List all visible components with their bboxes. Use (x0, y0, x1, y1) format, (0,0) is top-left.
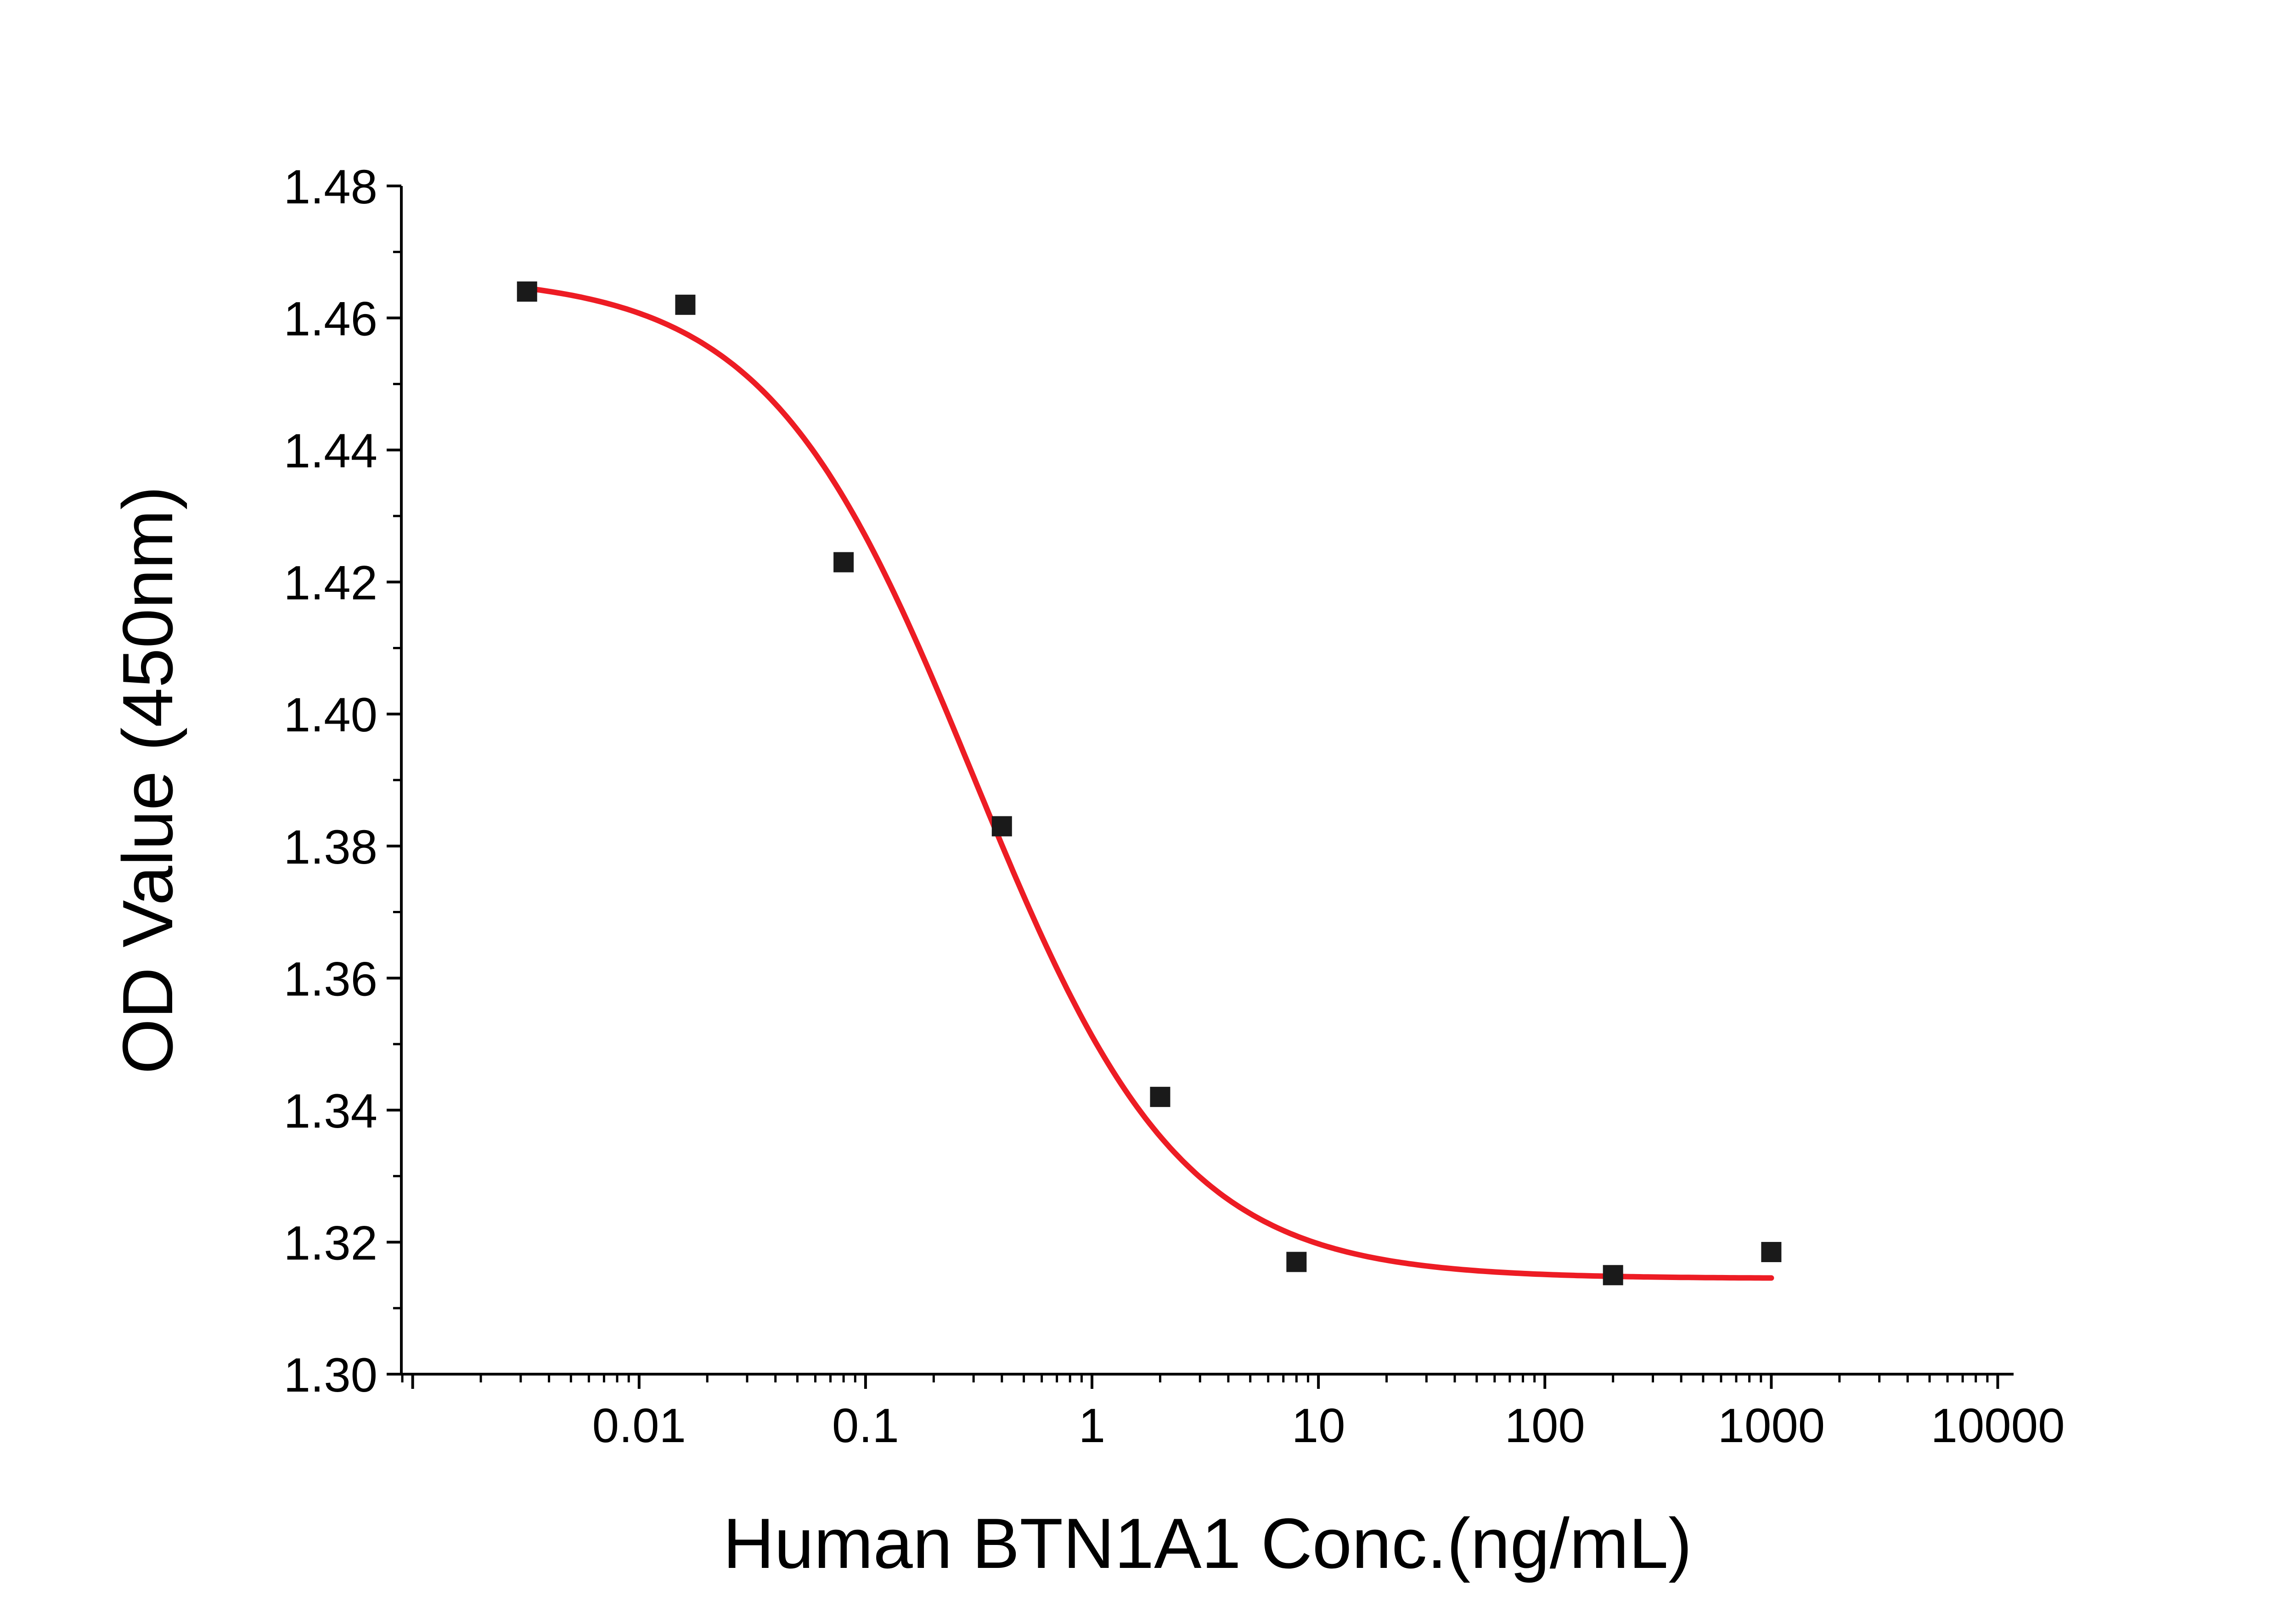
data-point-marker (1603, 1265, 1623, 1286)
y-tick-label: 1.46 (284, 292, 377, 346)
x-tick-label: 1000 (1718, 1399, 1825, 1453)
data-point-marker (1761, 1242, 1782, 1263)
y-tick-label: 1.30 (284, 1348, 377, 1402)
data-point-marker (1286, 1252, 1307, 1272)
data-point-marker (517, 281, 537, 302)
data-point-marker (991, 816, 1012, 837)
data-point-marker (675, 294, 696, 315)
y-tick-label: 1.42 (284, 556, 377, 610)
data-point-marker (1150, 1087, 1171, 1107)
x-tick-label: 0.01 (592, 1399, 686, 1453)
x-tick-label: 0.1 (832, 1399, 899, 1453)
y-tick-label: 1.44 (284, 424, 377, 478)
fit-curve (533, 286, 1774, 1281)
y-tick-label: 1.48 (284, 160, 377, 214)
y-tick-label: 1.36 (284, 952, 377, 1006)
x-tick-label: 100 (1505, 1399, 1585, 1453)
x-tick-label: 10 (1292, 1399, 1345, 1453)
x-tick-label: 1 (1079, 1399, 1105, 1453)
data-point-marker (833, 552, 854, 573)
x-tick-label: 10000 (1930, 1399, 2065, 1453)
y-tick-label: 1.34 (284, 1084, 377, 1138)
y-axis-title: OD Value (450nm) (108, 486, 187, 1074)
y-tick-label: 1.38 (284, 820, 377, 874)
y-tick-label: 1.32 (284, 1216, 377, 1270)
y-tick-label: 1.40 (284, 688, 377, 742)
x-axis-title: Human BTN1A1 Conc.(ng/mL) (723, 1504, 1692, 1583)
